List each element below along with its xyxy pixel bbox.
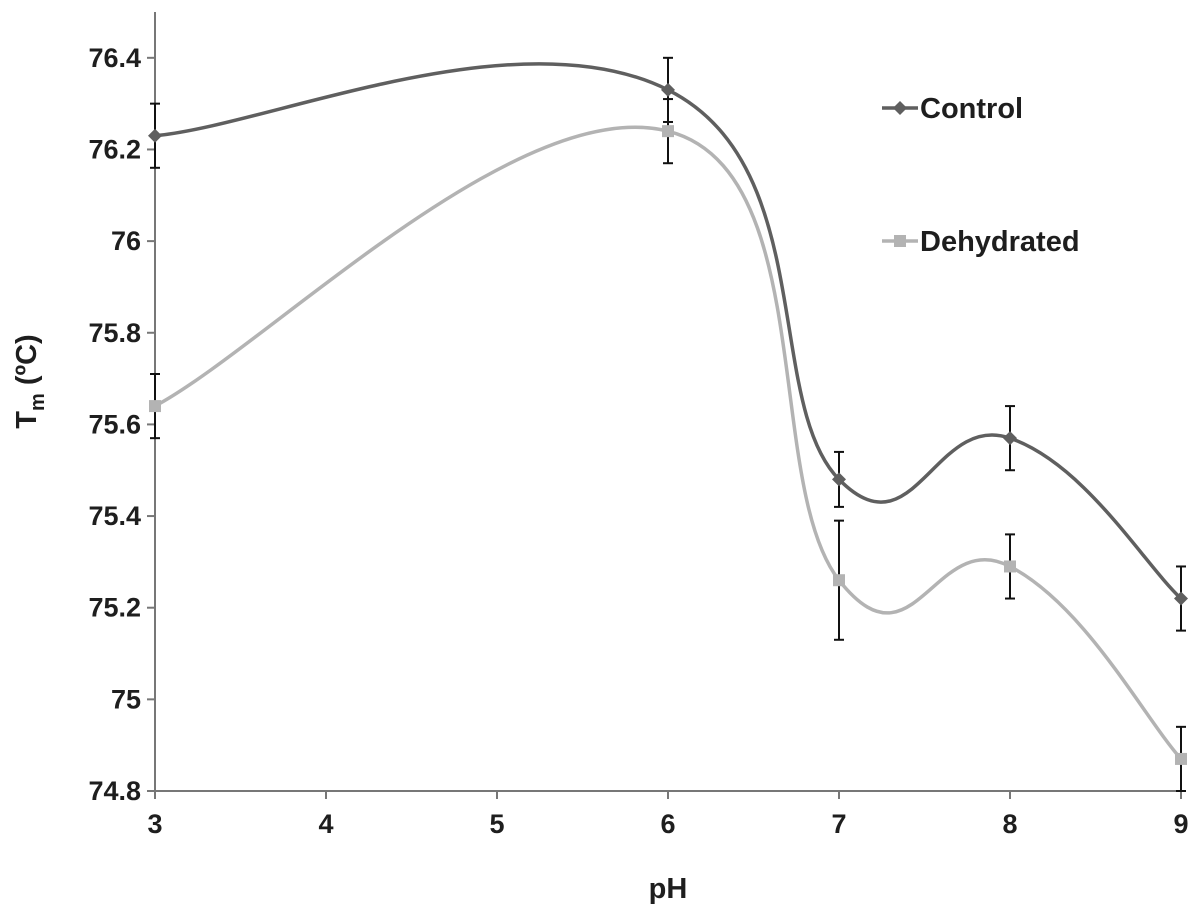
series-dehydrated [149,98,1187,792]
y-tick-label: 76.4 [88,43,141,73]
y-axis-title-subscript: m [27,393,49,411]
data-point-dehydrated [662,125,674,138]
data-point-dehydrated [1004,560,1016,573]
data-point-control [148,128,162,143]
legend-item-dehydrated: Dehydrated [882,226,1080,258]
series-line-control [154,61,1183,600]
y-tick-label: 75.6 [88,409,141,439]
y-tick-label: 75.4 [88,501,141,531]
x-tick-label: 4 [318,809,333,839]
y-tick-label: 75.2 [88,593,141,623]
x-tick-label: 9 [1173,809,1188,839]
legend-swatch-marker-dehydrated [894,235,906,247]
y-axis-title-main: T [11,411,43,429]
plot-area: 74.8 75 75.2 75.4 75.6 75.8 76 76.2 76.4 3 4 5 6 7 8 9 [88,12,1189,839]
x-axis-title: pH [649,873,688,905]
y-axis-title-unit: (ºC) [11,334,43,393]
legend: Control Dehydrated [882,93,1080,258]
data-point-control [1003,431,1017,446]
series-control [148,56,1188,632]
x-axis-ticks: 3 4 5 6 7 8 9 [147,791,1189,839]
x-tick-label: 7 [831,809,846,839]
data-point-control [1174,591,1188,606]
legend-item-control: Control [882,93,1023,125]
x-tick-label: 8 [1002,809,1017,839]
y-tick-label: 75 [111,684,141,714]
x-tick-label: 3 [147,809,162,839]
x-tick-label: 5 [489,809,504,839]
data-point-control [661,82,675,97]
x-tick-label: 6 [660,809,675,839]
legend-swatch-marker-control [893,101,907,115]
y-tick-label: 74.8 [88,776,141,806]
y-tick-label: 76.2 [88,134,141,164]
y-axis-title: Tm (ºC) [11,334,49,428]
y-axis-ticks: 74.8 75 75.2 75.4 75.6 75.8 76 76.2 76.4 [88,43,155,806]
data-point-dehydrated [833,574,845,587]
series-layer [148,56,1188,792]
legend-label-control: Control [920,93,1023,125]
y-tick-label: 76 [111,226,141,256]
legend-label-dehydrated: Dehydrated [920,226,1080,258]
data-point-control [832,472,846,487]
y-tick-label: 75.8 [88,318,141,348]
data-point-dehydrated [149,400,161,413]
data-point-dehydrated [1175,752,1187,765]
series-line-dehydrated [154,125,1183,761]
